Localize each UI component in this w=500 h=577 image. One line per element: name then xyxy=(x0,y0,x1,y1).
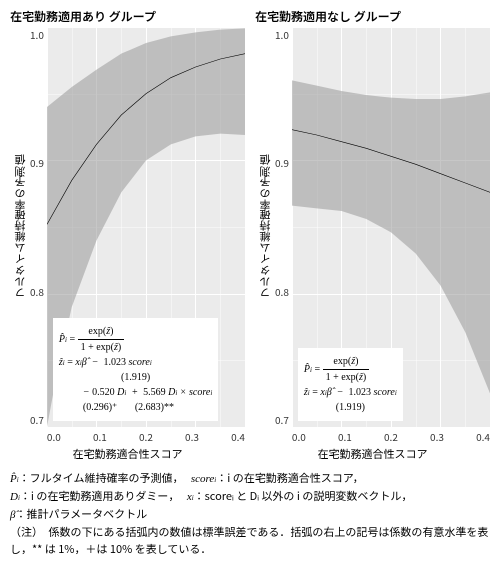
y-tick-label: 0.9 xyxy=(275,155,289,170)
y-tick-label: 1.0 xyxy=(30,27,44,42)
panels-container: 在宅勤務適用あり グループフルタイム維持確率の予測値1.00.90.80.7 P… xyxy=(10,8,490,462)
y-tick-label: 1.0 xyxy=(275,27,289,42)
x-tick-label: 0.0 xyxy=(292,429,306,444)
y-tick-label: 0.7 xyxy=(30,412,44,427)
x-tick-label: 0.0 xyxy=(47,429,61,444)
y-tick-label: 0.8 xyxy=(275,284,289,299)
x-axis-label: 在宅勤務適合性スコア xyxy=(255,446,490,462)
y-axis-label: フルタイム維持確率の予測値 xyxy=(10,27,30,427)
fn-l2b: ：scoreᵢ と Dᵢ 以外の i の説明変数ベクトル， xyxy=(194,488,413,504)
x-tick-label: 0.1 xyxy=(93,429,107,444)
formula-box: P̂i = exp(ẑ) 1 + exp(ẑ) ẑi = xiβ̂ − 1.02… xyxy=(53,318,218,421)
footnotes: P̂i：フルタイム維持確率の予測値， scorei：i の在宅勤務適合性スコア，… xyxy=(10,470,490,558)
x-ticks: 0.0 0.1 0.2 0.3 0.4 xyxy=(292,427,490,444)
plot-area: P̂i = exp(ẑ) 1 + exp(ẑ) ẑi = xiβ̂ − 1.02… xyxy=(292,27,490,427)
formula-box: P̂i = exp(ẑ) 1 + exp(ẑ) ẑi = xiβ̂ − 1.02… xyxy=(298,348,403,421)
panel-left: 在宅勤務適用あり グループフルタイム維持確率の予測値1.0 0.9 0.8 0.7 P… xyxy=(10,8,245,462)
y-ticks: 1.0 0.9 0.8 0.7 xyxy=(30,27,47,427)
y-tick-label: 0.7 xyxy=(275,412,289,427)
panel-right: 在宅勤務適用なし グループフルタイム維持確率の予測値1.0 0.9 0.8 0.7 P… xyxy=(255,8,490,462)
fn-note: （注） 係数の下にある括弧内の数値は標準誤差である．括弧の右上の記号は係数の有意… xyxy=(10,524,490,558)
panel-title: 在宅勤務適用あり グループ xyxy=(10,8,245,25)
x-axis-label: 在宅勤務適合性スコア xyxy=(10,446,245,462)
y-axis-label: フルタイム維持確率の予測値 xyxy=(255,27,275,427)
x-tick-label: 0.4 xyxy=(476,429,490,444)
x-tick-label: 0.4 xyxy=(231,429,245,444)
confidence-ribbon xyxy=(292,80,490,393)
x-ticks: 0.0 0.1 0.2 0.3 0.4 xyxy=(47,427,245,444)
x-tick-label: 0.3 xyxy=(430,429,444,444)
panel-title: 在宅勤務適用なし グループ xyxy=(255,8,490,25)
x-tick-label: 0.1 xyxy=(338,429,352,444)
fn-l3: ：推計パラメータベクトル xyxy=(15,506,147,522)
plot-area: P̂i = exp(ẑ) 1 + exp(ẑ) ẑi = xiβ̂ − 1.02… xyxy=(47,27,245,427)
x-tick-label: 0.2 xyxy=(139,429,153,444)
x-tick-label: 0.2 xyxy=(384,429,398,444)
fn-l1b: ：i の在宅勤務適合性スコア， xyxy=(216,470,363,486)
y-tick-label: 0.9 xyxy=(30,155,44,170)
y-tick-label: 0.8 xyxy=(30,284,44,299)
fn-l1a: ：フルタイム維持確率の予測値， xyxy=(19,470,184,486)
fn-l2a: ：i の在宅勤務適用ありダミー， xyxy=(20,488,180,504)
y-ticks: 1.0 0.9 0.8 0.7 xyxy=(275,27,292,427)
x-tick-label: 0.3 xyxy=(185,429,199,444)
